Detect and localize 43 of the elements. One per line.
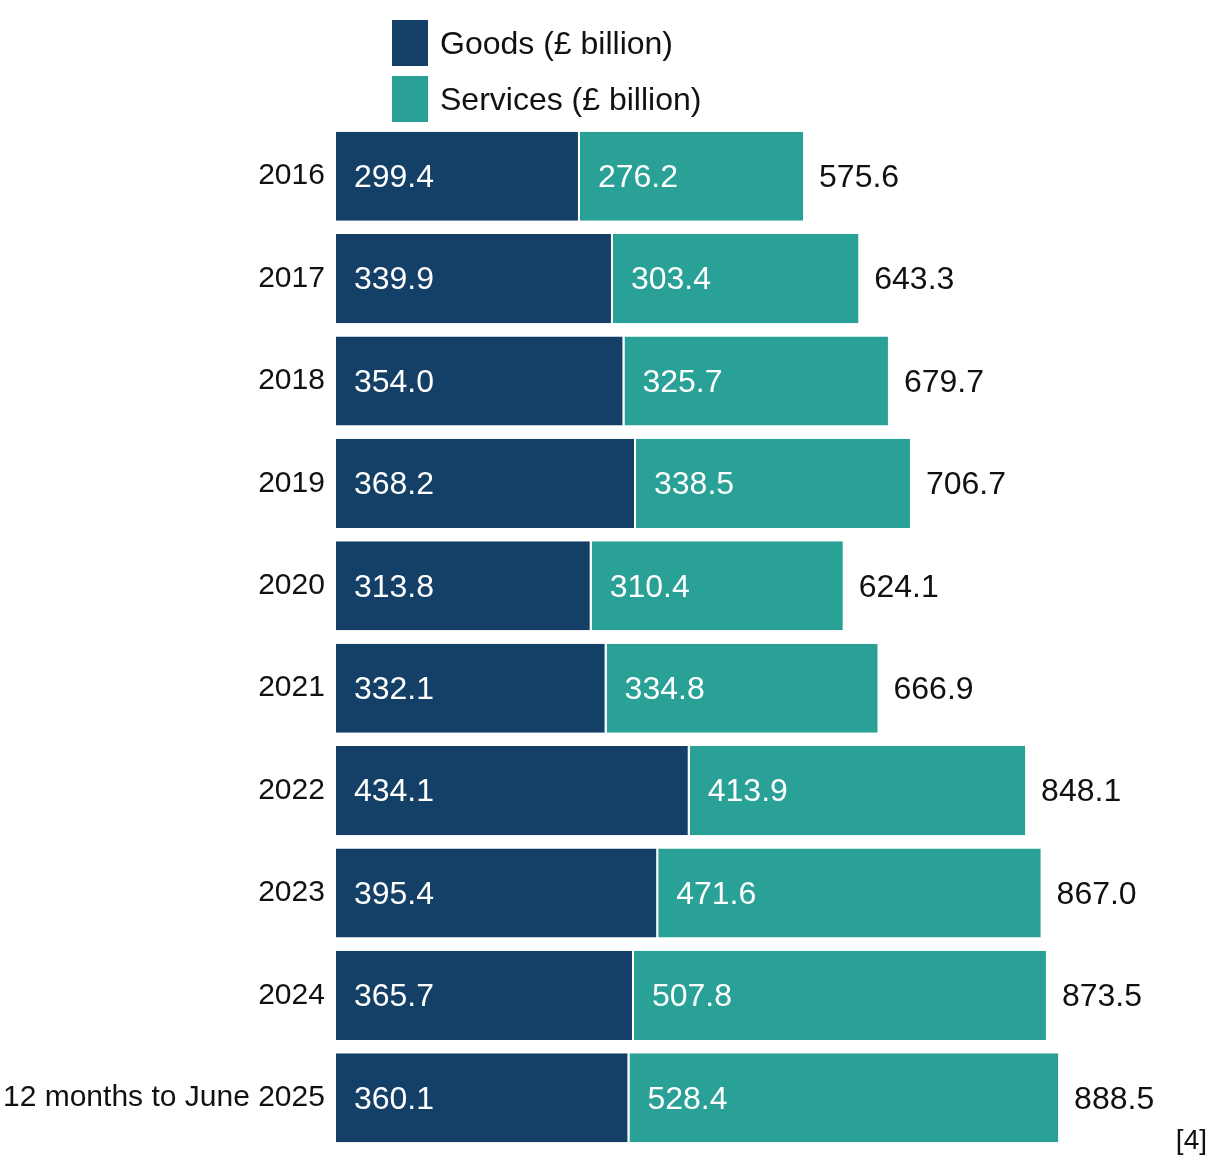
data-label: 325.7 — [642, 362, 723, 399]
y-tick-label: 2018 — [258, 362, 325, 396]
data-label: 434.1 — [353, 772, 434, 809]
data-label: 360.1 — [353, 1079, 434, 1116]
data-label: 332.1 — [353, 670, 434, 707]
total-label: 624.1 — [858, 567, 939, 604]
data-label: 313.8 — [353, 567, 434, 604]
y-tick-label: 2022 — [258, 771, 325, 805]
total-label: 888.5 — [1074, 1079, 1155, 1116]
data-label: 310.4 — [609, 567, 690, 604]
legend-label: Services (£ billion) — [440, 80, 702, 118]
data-label: 395.4 — [353, 874, 434, 911]
data-label: 303.4 — [630, 260, 712, 297]
data-label: 334.8 — [624, 670, 705, 707]
total-label: 848.1 — [1041, 772, 1122, 809]
data-label: 471.6 — [676, 874, 757, 911]
data-label: 338.5 — [654, 465, 735, 502]
data-label: 413.9 — [707, 772, 788, 809]
data-label: 507.8 — [651, 977, 733, 1014]
y-tick-label: 2017 — [258, 259, 325, 293]
text: [4] — [1175, 1124, 1207, 1156]
data-label: 368.2 — [353, 465, 434, 502]
y-tick-label: 2023 — [258, 874, 325, 908]
y-tick-label: 2020 — [258, 567, 325, 601]
total-label: 867.0 — [1056, 874, 1137, 911]
y-tick-label: 2024 — [258, 976, 325, 1010]
data-label: 528.4 — [647, 1079, 728, 1116]
total-label: 679.7 — [903, 362, 984, 399]
y-tick-label: 2016 — [258, 157, 325, 191]
total-label: 643.3 — [874, 260, 955, 297]
data-label: 339.9 — [353, 260, 434, 297]
total-label: 575.6 — [819, 158, 900, 195]
data-label: 354.0 — [353, 362, 434, 399]
y-tick-label: 2019 — [258, 464, 325, 498]
legend-label: Goods (£ billion) — [440, 24, 673, 62]
y-tick-label: 2021 — [258, 669, 325, 703]
total-label: 873.5 — [1061, 977, 1142, 1014]
total-label: 706.7 — [925, 465, 1007, 502]
data-label: 299.4 — [353, 158, 434, 195]
data-label: 276.2 — [597, 158, 679, 195]
y-tick-label: 12 months to June 2025 — [2, 1079, 325, 1113]
data-label: 365.7 — [353, 977, 434, 1014]
total-label: 666.9 — [893, 670, 974, 707]
